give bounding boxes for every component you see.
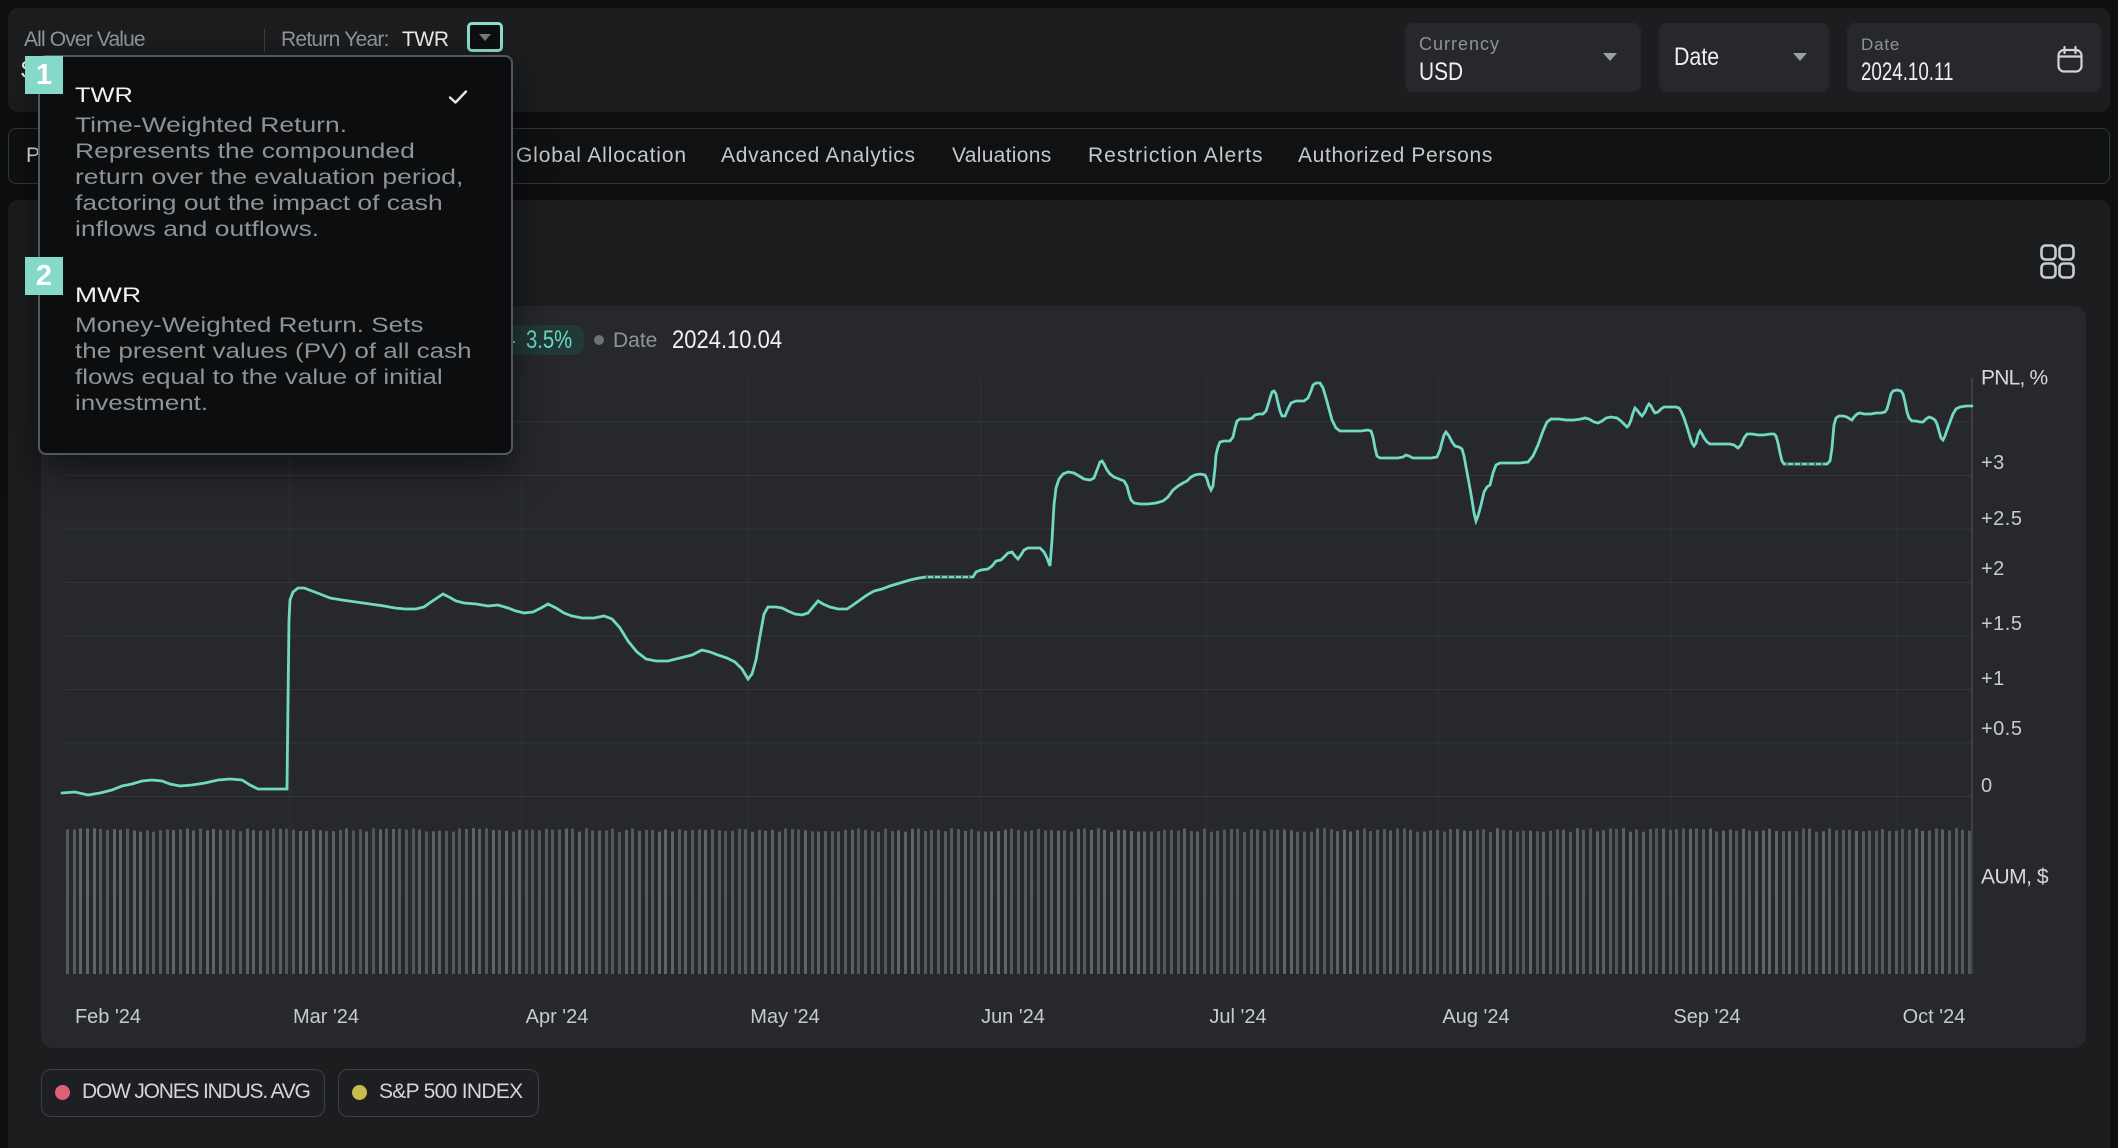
svg-text:Sep '24: Sep '24 xyxy=(1673,1006,1740,1028)
svg-text:0: 0 xyxy=(1981,775,1993,797)
svg-text:Aug '24: Aug '24 xyxy=(1442,1006,1509,1028)
svg-text:+3: +3 xyxy=(1981,452,2005,474)
svg-text:Mar '24: Mar '24 xyxy=(293,1006,359,1028)
svg-text:Oct '24: Oct '24 xyxy=(1903,1006,1966,1028)
svg-text:Feb '24: Feb '24 xyxy=(75,1006,141,1028)
svg-text:Jul '24: Jul '24 xyxy=(1209,1006,1266,1028)
svg-text:AUM, $: AUM, $ xyxy=(1981,866,2049,889)
svg-text:+1.5: +1.5 xyxy=(1981,613,2022,635)
svg-text:PNL, %: PNL, % xyxy=(1981,367,2048,390)
svg-text:+0.5: +0.5 xyxy=(1981,718,2022,740)
svg-text:+1: +1 xyxy=(1981,668,2005,690)
svg-text:+2: +2 xyxy=(1981,558,2005,580)
svg-text:Jun '24: Jun '24 xyxy=(981,1006,1045,1028)
svg-text:May '24: May '24 xyxy=(750,1006,819,1028)
svg-text:+2.5: +2.5 xyxy=(1981,508,2022,530)
svg-text:Apr '24: Apr '24 xyxy=(526,1006,589,1028)
